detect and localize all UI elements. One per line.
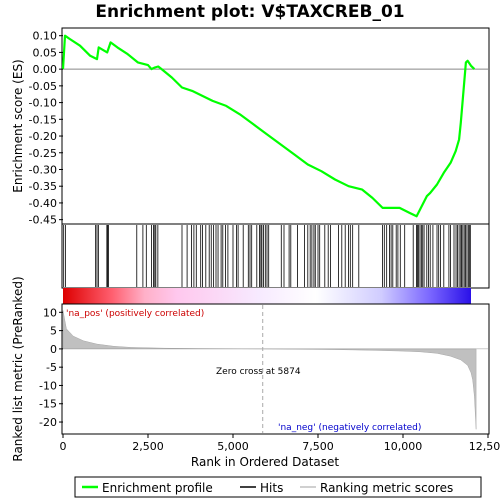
es-y-tick-label: 0.10 [33,30,58,43]
axes-layer: 0.10 0.05 0.00 -0.05 -0.10 -0.15 -0.20 -0.25 -0.… [29,30,500,453]
legend-hits-label: Hits [260,481,283,495]
es-y-tick-label: -0.05 [29,80,57,93]
legend-box [74,476,482,498]
es-y-tick-label: -0.30 [29,163,57,176]
chart-title: Enrichment plot: V$TAXCREB_01 [95,2,404,22]
hits-panel [61,223,490,289]
metric-y-tick-label: -5 [46,361,57,374]
metric-y-tick-label: 10 [43,306,57,319]
enrichment-profile-line [61,34,476,218]
positive-correlation-label: 'na_pos' (positively correlated) [66,309,204,319]
legend-metric-label: Ranking metric scores [320,481,453,495]
metric-y-tick-label: -15 [39,398,57,411]
x-tick-label: 12,500 [469,440,500,453]
es-y-tick-label: -0.15 [29,113,57,126]
es-layer [61,34,488,218]
rank-gradient-bar [63,288,471,304]
es-y-tick-label: -0.10 [29,97,57,110]
es-y-tick-label: -0.20 [29,130,57,143]
zero-cross-label: Zero cross at 5874 [216,367,301,377]
metric-y-tick-label: -20 [39,416,57,429]
es-y-tick-label: -0.35 [29,180,57,193]
metric-axis-title: Ranked list metric (PreRanked) [11,276,25,461]
metric-layer [62,305,488,433]
ranking-metric-area [62,310,477,430]
hits-layer [63,225,471,287]
metric-y-tick-label: 5 [50,325,57,338]
es-panel [61,27,490,225]
es-y-tick-label: 0.00 [33,63,58,76]
x-tick-label: 7,500 [302,440,334,453]
es-y-tick-label: -0.25 [29,147,57,160]
es-axis-title: Enrichment score (ES) [11,59,25,192]
legend: Enrichment profile Hits Ranking metric s… [74,476,482,498]
es-y-tick-label: -0.45 [29,214,57,227]
es-y-tick-label: 0.05 [33,46,58,59]
x-tick-label: 10,000 [384,440,423,453]
x-tick-label: 5,000 [217,440,249,453]
x-tick-label: 2,500 [132,440,164,453]
x-axis-title: Rank in Ordered Dataset [191,455,339,469]
es-y-tick-label: -0.40 [29,197,57,210]
metric-y-tick-label: -10 [39,379,57,392]
negative-correlation-label: 'na_neg' (negatively correlated) [278,423,421,433]
x-tick-label: 0 [60,440,67,453]
metric-y-tick-label: 0 [50,343,57,356]
legend-enrichment-label: Enrichment profile [102,481,213,495]
metric-panel [61,303,490,435]
